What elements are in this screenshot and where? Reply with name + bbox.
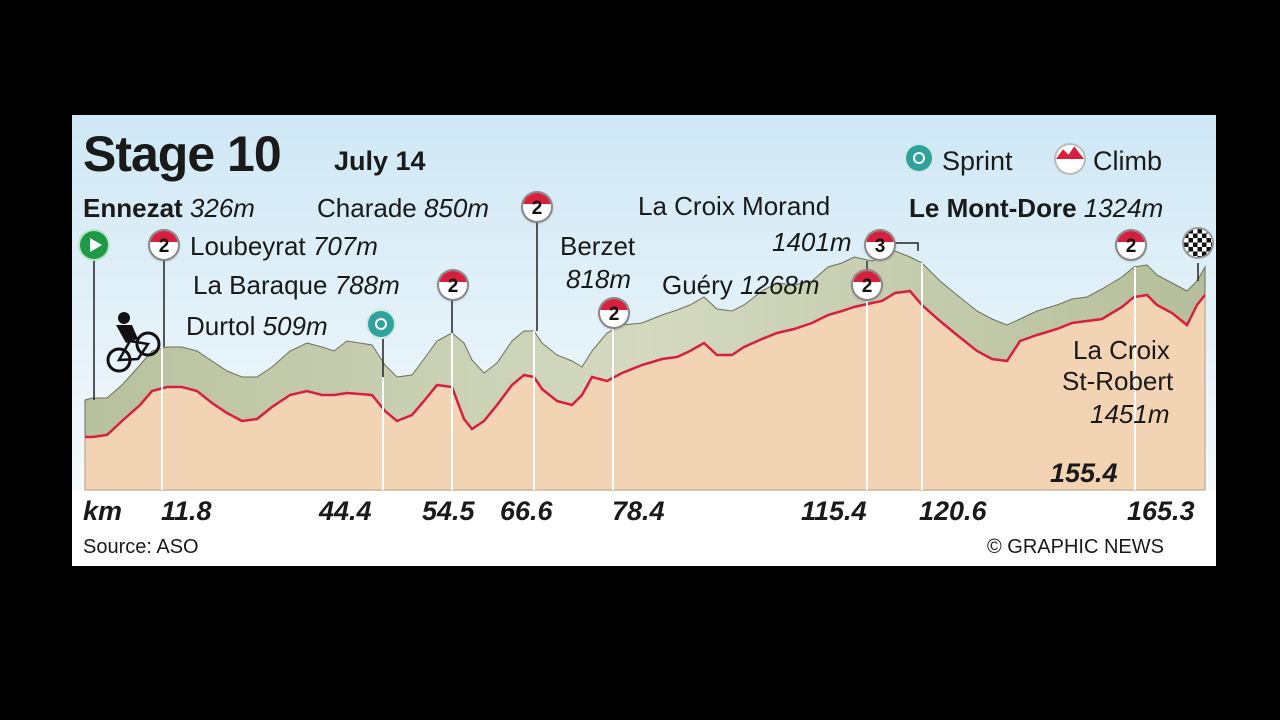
km-tick-165-3: 165.3 [1127, 496, 1195, 526]
legend-sprint-label: Sprint [942, 146, 1013, 176]
la-croix-st-robert-name1: La Croix [1073, 335, 1170, 365]
credit-label: © GRAPHIC NEWS [987, 536, 1164, 558]
finish-label: Le Mont-Dore 1324m [909, 193, 1164, 223]
climb-badge-berzet: 2 [600, 299, 628, 327]
sprint-icon [906, 145, 932, 171]
loubeyrat-label: Loubeyrat 707m [190, 231, 378, 261]
road-line [85, 289, 1206, 439]
durtol-label: Durtol 509m [186, 311, 328, 341]
stage-title: Stage 10 [83, 126, 282, 182]
km-tick-120-6: 120.6 [919, 496, 987, 526]
km-tick-78-4: 78.4 [612, 496, 665, 526]
guery-label: Guéry 1268m [662, 270, 820, 300]
km-tick-66-6: 66.6 [500, 496, 553, 526]
berzet-name: Berzet [560, 231, 636, 261]
climb-badge-la-baraque: 2 [439, 271, 467, 299]
cyclist-icon [106, 312, 161, 373]
climb-badge-guery: 2 [853, 271, 881, 299]
km-tick-115-4: 115.4 [801, 496, 867, 526]
start-label: Ennezat 326m [83, 193, 255, 223]
la-croix-st-robert-name2: St-Robert [1062, 366, 1174, 396]
start-icon [80, 231, 108, 259]
la-croix-morand-alt: 1401m [772, 227, 852, 257]
legend-climb-label: Climb [1093, 146, 1163, 176]
km-tick-44-4: 44.4 [319, 496, 372, 526]
km-label-155-4: 155.4 [1050, 458, 1118, 488]
la-baraque-label: La Baraque 788m [193, 270, 400, 300]
stage-date: July 14 [334, 146, 426, 176]
km-tick-11-8: 11.8 [161, 496, 212, 526]
climb-badge-charade: 2 [523, 193, 551, 221]
charade-label: Charade 850m [317, 193, 490, 223]
la-croix-st-robert-alt: 1451m [1090, 399, 1170, 429]
climb-badge-loubeyrat: 2 [150, 231, 178, 259]
la-croix-morand-name: La Croix Morand [638, 191, 831, 221]
stage-profile-panel: Stage 10 July 14 Sprint Climb Ennezat 32… [72, 115, 1216, 566]
km-unit-label: km [83, 496, 123, 526]
climb-icon [1056, 145, 1084, 173]
sprint-marker-durtol [368, 311, 394, 337]
berzet-alt: 818m [566, 264, 632, 294]
climb-badge-la-croix-morand: 3 [866, 231, 894, 259]
climb-badge-la-croix-st-robert: 2 [1117, 231, 1145, 259]
finish-flag-icon [1184, 229, 1212, 257]
elevation-profile [72, 115, 1216, 491]
source-label: Source: ASO [83, 536, 199, 558]
km-tick-54-5: 54.5 [422, 496, 475, 526]
